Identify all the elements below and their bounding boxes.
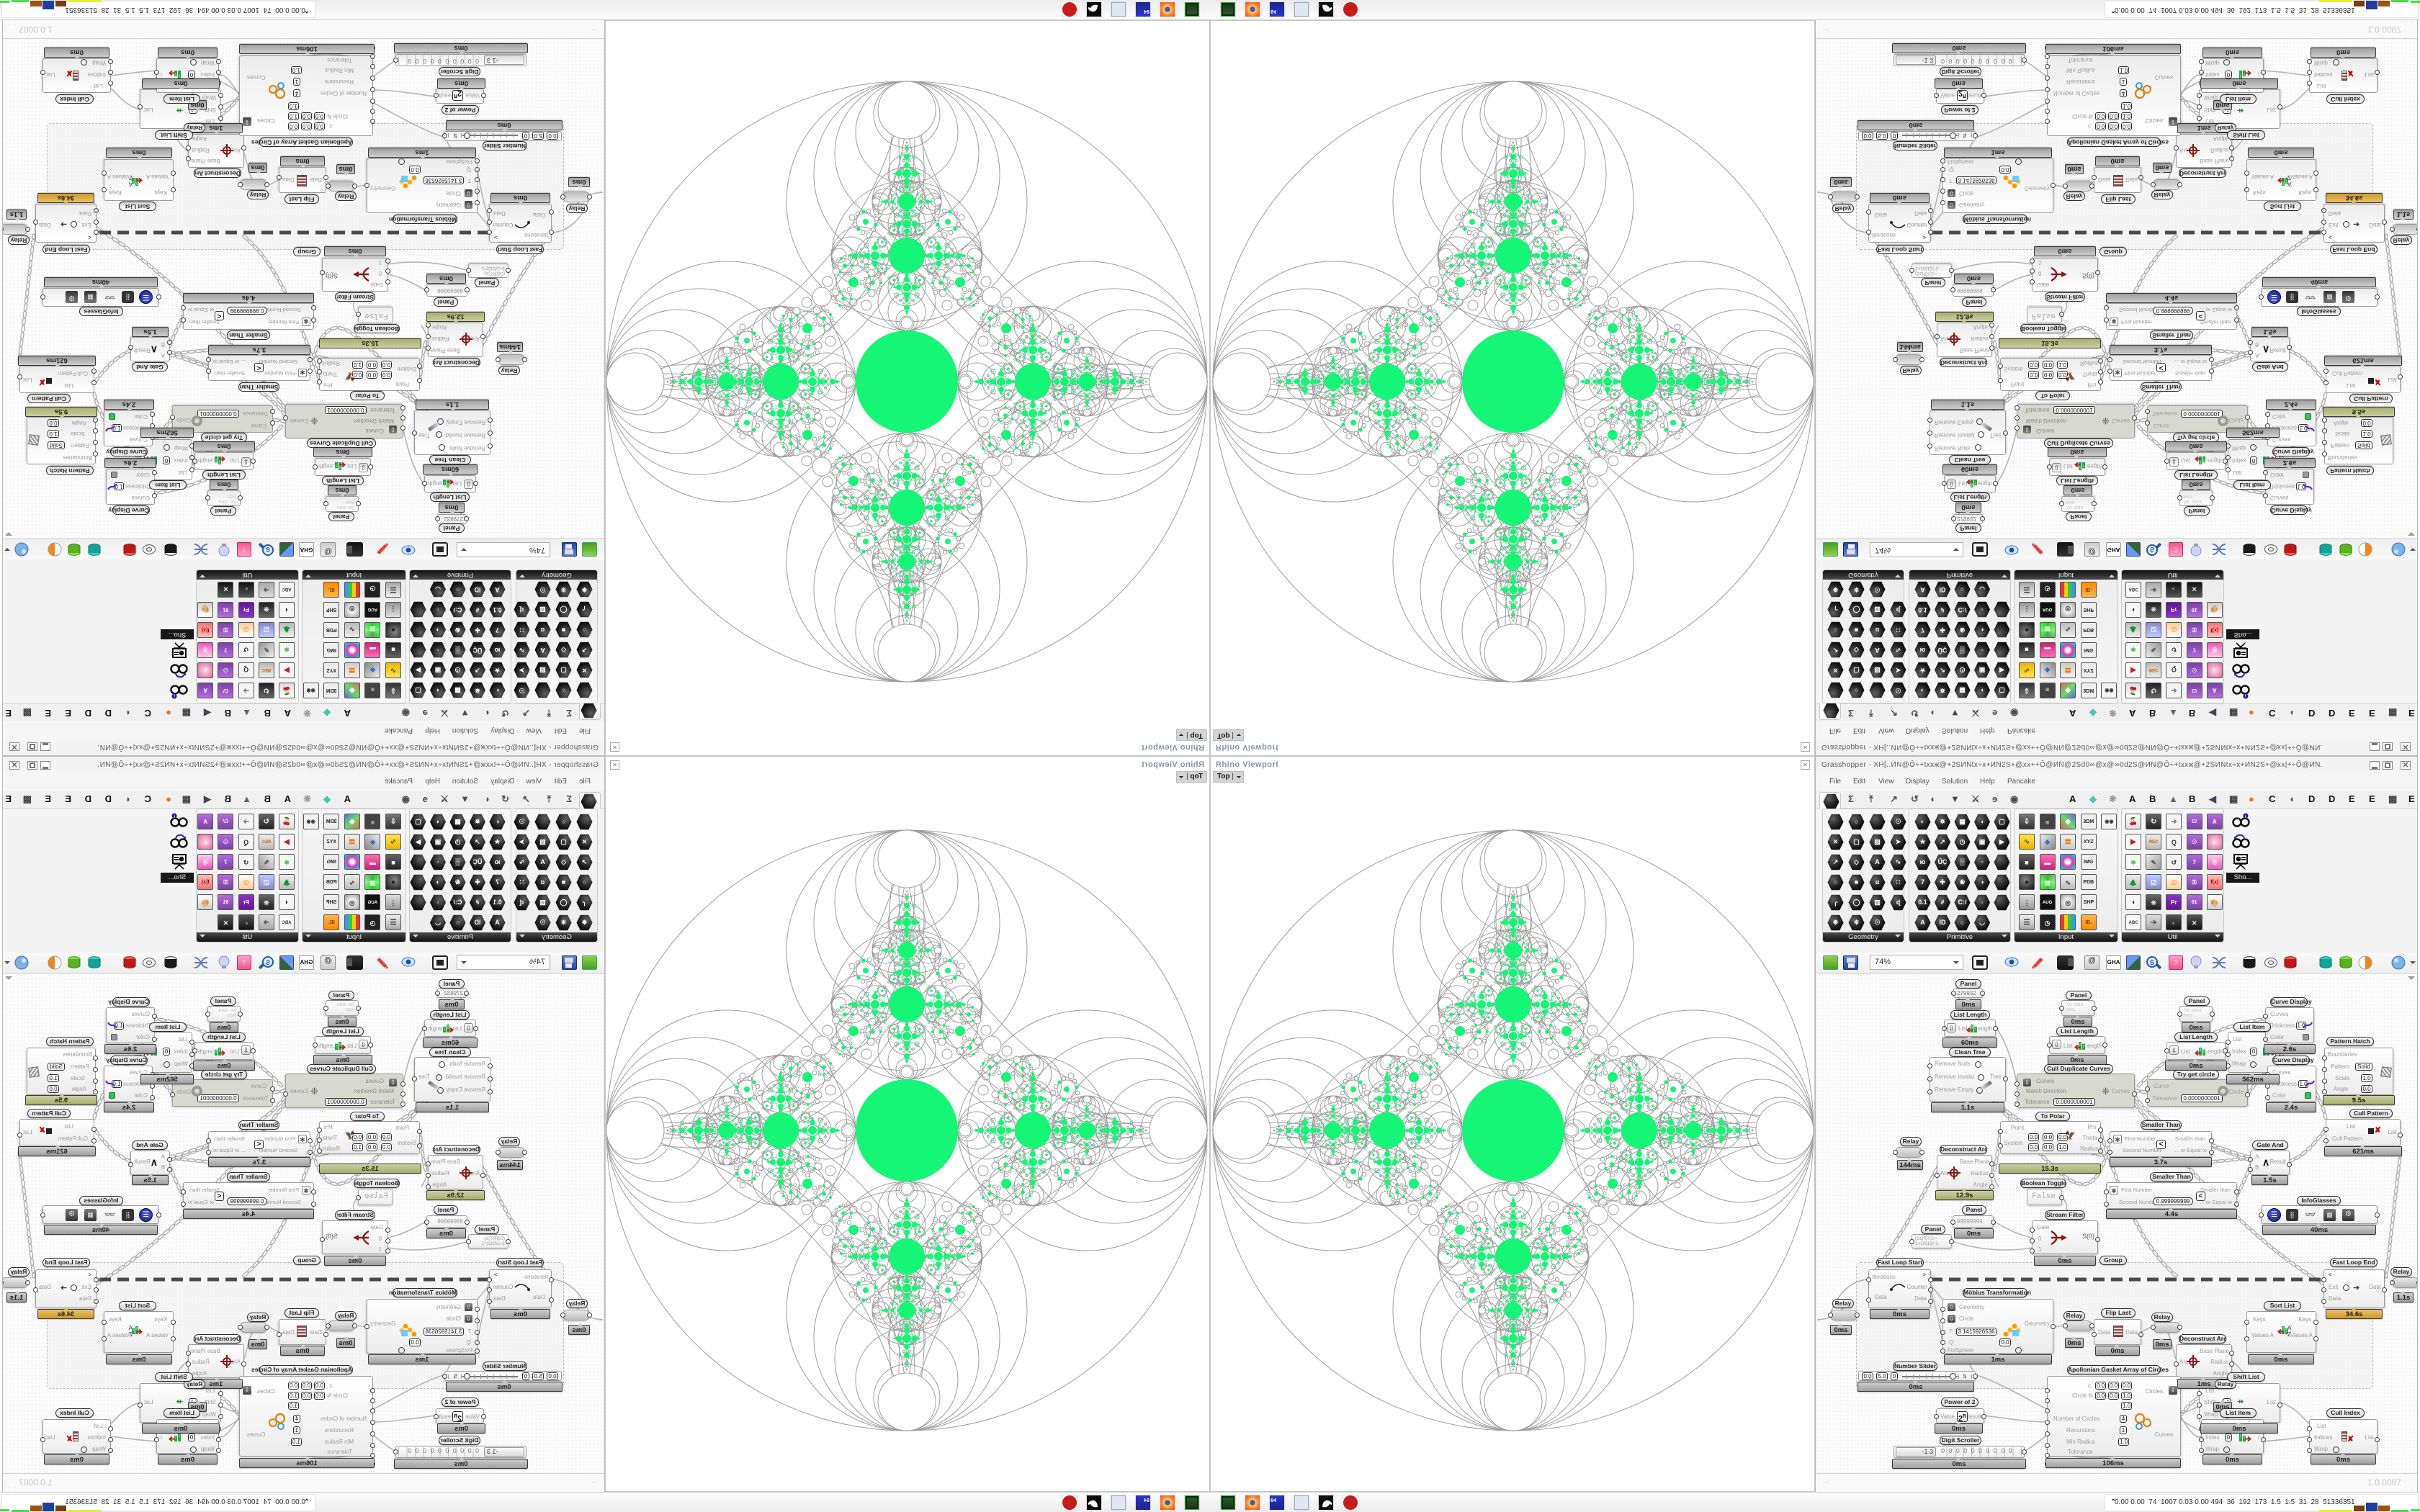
svg-text:i: i (174, 815, 175, 819)
svg-text:S: S (266, 546, 270, 553)
svg-text:i: i (174, 693, 175, 697)
svg-text:i: i (2245, 693, 2246, 697)
svg-text:S: S (2150, 546, 2154, 553)
svg-text:S: S (2150, 959, 2154, 966)
svg-text:S: S (266, 959, 270, 966)
svg-text:i: i (2245, 815, 2246, 819)
